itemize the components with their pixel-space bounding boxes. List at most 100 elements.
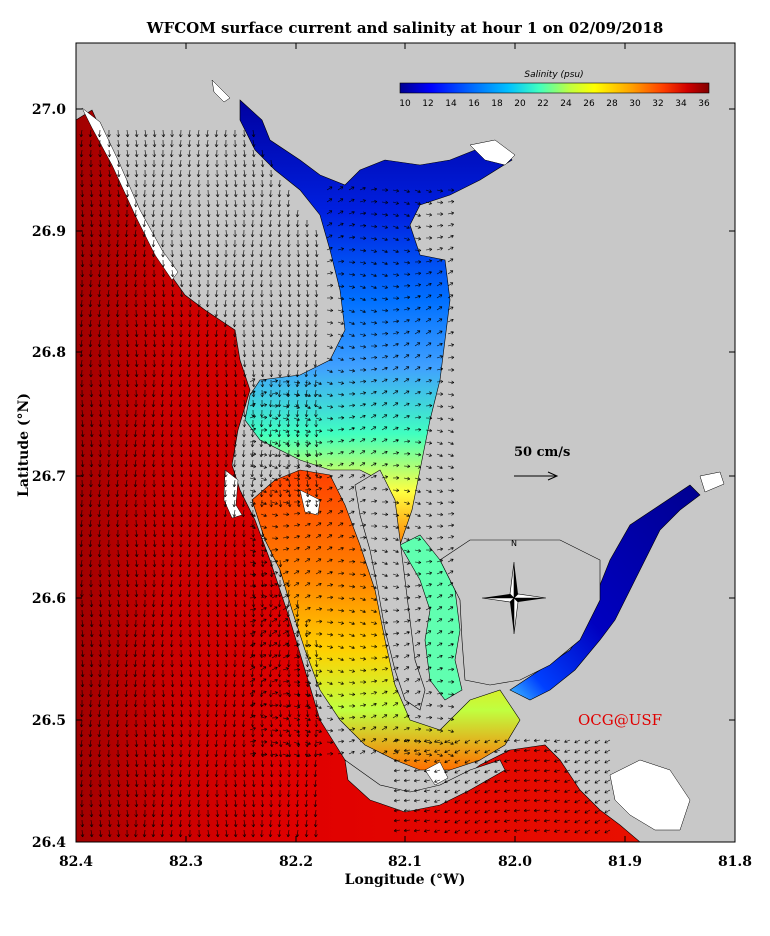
current-vector — [197, 709, 201, 718]
current-vector — [116, 539, 120, 548]
current-vector — [337, 669, 344, 674]
current-vector — [241, 249, 246, 258]
y-tick-label: 26.5 — [32, 713, 66, 729]
current-vector — [115, 709, 120, 718]
current-vector — [278, 369, 282, 378]
current-vector — [178, 759, 183, 768]
current-vector — [315, 463, 323, 468]
current-vector — [152, 469, 156, 478]
current-vector — [152, 789, 156, 798]
current-vector — [188, 279, 193, 288]
current-vector — [224, 369, 229, 378]
current-vector — [196, 309, 201, 318]
current-vector — [434, 759, 441, 763]
current-vector — [348, 462, 355, 467]
current-vector — [260, 403, 268, 407]
current-vector — [564, 779, 571, 784]
current-vector — [89, 229, 94, 238]
current-vector — [197, 629, 202, 638]
current-vector — [337, 716, 345, 721]
current-vector — [304, 379, 309, 388]
current-vector — [543, 808, 551, 813]
current-vector — [125, 549, 130, 558]
current-vector — [134, 159, 139, 168]
current-vector — [88, 279, 93, 288]
current-vector — [124, 679, 129, 688]
y-tick-label: 26.8 — [32, 345, 66, 361]
current-vector — [187, 149, 192, 158]
current-vector — [143, 729, 148, 738]
current-vector — [277, 599, 282, 608]
current-vector — [223, 499, 228, 508]
current-vector — [107, 419, 112, 428]
current-vector — [205, 509, 210, 518]
current-vector — [134, 339, 139, 348]
current-vector — [392, 537, 399, 542]
current-vector — [271, 691, 278, 695]
current-vector — [304, 705, 311, 709]
current-vector — [133, 459, 138, 468]
current-vector — [161, 739, 166, 748]
current-vector — [503, 779, 511, 783]
current-vector — [241, 259, 246, 268]
current-vector — [143, 129, 148, 138]
current-vector — [161, 549, 166, 558]
current-vector — [197, 299, 201, 308]
current-vector — [143, 599, 147, 608]
current-vector — [326, 595, 334, 600]
current-vector — [224, 209, 229, 218]
current-vector — [414, 678, 421, 683]
current-vector — [348, 739, 355, 743]
current-vector — [97, 289, 102, 298]
current-vector — [359, 211, 367, 216]
current-vector — [106, 299, 111, 308]
current-vector — [277, 459, 282, 468]
current-vector — [503, 759, 511, 763]
current-vector — [106, 669, 111, 678]
current-vector — [233, 829, 238, 838]
current-vector — [134, 559, 139, 568]
current-vector — [326, 198, 333, 203]
current-vector — [179, 269, 184, 278]
current-vector — [98, 169, 103, 178]
current-vector — [142, 419, 147, 428]
current-vector — [348, 415, 356, 419]
current-vector — [293, 405, 300, 409]
current-vector — [152, 309, 157, 318]
current-vector — [337, 284, 345, 289]
current-vector — [523, 828, 531, 833]
current-vector — [215, 239, 220, 248]
current-vector — [414, 248, 422, 253]
current-vector — [414, 595, 422, 599]
current-vector — [313, 779, 318, 788]
current-vector — [282, 618, 289, 623]
current-vector — [370, 679, 378, 684]
current-vector — [348, 345, 355, 349]
current-vector — [425, 428, 433, 433]
current-vector — [494, 779, 501, 783]
current-vector — [293, 417, 300, 421]
current-vector — [115, 269, 120, 278]
current-vector — [278, 379, 282, 388]
current-vector — [269, 569, 274, 578]
current-vector — [425, 728, 433, 732]
current-vector — [233, 399, 238, 408]
current-vector — [169, 429, 174, 438]
current-vector — [381, 261, 388, 266]
current-vector — [88, 709, 93, 718]
current-vector — [97, 729, 102, 738]
current-vector — [425, 403, 433, 408]
current-vector — [436, 501, 444, 505]
current-vector — [143, 719, 148, 728]
current-vector — [142, 629, 147, 638]
current-vector — [178, 599, 183, 608]
current-vector — [241, 669, 246, 678]
current-vector — [188, 229, 193, 238]
current-vector — [315, 693, 322, 698]
current-vector — [116, 609, 121, 618]
current-vector — [381, 632, 389, 636]
current-vector — [277, 219, 282, 228]
current-vector — [314, 729, 318, 738]
current-vector — [494, 789, 501, 793]
